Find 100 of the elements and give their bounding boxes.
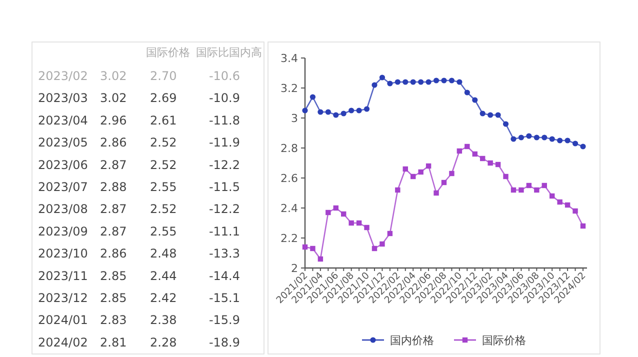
text: 2.70 — [150, 69, 177, 83]
y-tick-label: 2.6 — [280, 172, 298, 185]
y-tick-label: 2.4 — [280, 202, 298, 215]
y-tick-label: 2.2 — [280, 232, 298, 245]
point — [550, 193, 555, 199]
text: 2023/07 — [38, 180, 88, 194]
text: 2.83 — [100, 313, 127, 328]
point — [364, 224, 370, 230]
point — [356, 108, 362, 114]
text: 2.87 — [100, 158, 127, 172]
point — [333, 205, 338, 211]
point — [580, 223, 586, 229]
text: -11.1 — [208, 224, 240, 238]
point — [426, 163, 432, 169]
point — [488, 112, 494, 118]
text: 3.02 — [100, 91, 127, 106]
point — [456, 79, 462, 85]
text: -11.9 — [208, 136, 240, 150]
point — [448, 78, 455, 84]
text: -15.1 — [208, 291, 240, 305]
text: 2.28 — [150, 335, 177, 350]
text: 国际比国内高 — [196, 46, 262, 59]
point — [572, 208, 578, 214]
point — [518, 134, 524, 140]
y-tick-label: 2 — [291, 262, 298, 275]
point — [503, 174, 508, 180]
text: 2.86 — [100, 246, 127, 261]
point — [318, 256, 324, 262]
text: 2023/02 — [38, 69, 88, 83]
text: -14.4 — [208, 268, 240, 283]
text: 2.85 — [100, 291, 127, 305]
text: 2.55 — [150, 180, 177, 194]
point — [418, 79, 424, 85]
text: -18.9 — [208, 335, 240, 350]
point — [472, 151, 478, 157]
text: 2023/11 — [38, 268, 88, 283]
point — [518, 187, 524, 193]
point — [549, 136, 555, 142]
text: -11.8 — [208, 113, 240, 128]
point — [580, 144, 586, 150]
point — [434, 190, 439, 196]
point — [387, 80, 393, 86]
point — [572, 140, 578, 146]
text: 2.44 — [150, 268, 177, 283]
point — [564, 202, 570, 208]
point — [426, 79, 432, 85]
y-tick-label: 3.4 — [280, 52, 298, 65]
point — [333, 112, 339, 118]
y-tick-label: 3.2 — [280, 82, 298, 95]
point — [380, 241, 385, 247]
point — [302, 108, 308, 114]
text: 2023/05 — [38, 136, 88, 150]
point — [410, 174, 416, 180]
point — [410, 79, 416, 85]
text: 2023/03 — [38, 91, 88, 106]
text: 2.96 — [100, 113, 127, 128]
point — [502, 121, 509, 127]
point — [318, 109, 324, 115]
point — [441, 180, 447, 186]
point — [542, 182, 547, 188]
text: 2.42 — [150, 291, 177, 305]
point — [534, 134, 540, 140]
text: 2023/08 — [38, 202, 88, 216]
text: 2023/09 — [38, 224, 88, 238]
text: 2.52 — [150, 158, 177, 172]
point — [364, 106, 370, 112]
point — [340, 110, 346, 116]
text: 2023/04 — [38, 113, 88, 128]
point — [325, 109, 331, 115]
point — [480, 110, 486, 116]
point — [402, 166, 408, 172]
point — [456, 148, 462, 154]
text: 2.85 — [100, 268, 127, 283]
text: 2.69 — [150, 91, 177, 106]
point — [394, 79, 400, 85]
point — [472, 97, 478, 103]
point — [372, 82, 378, 88]
text: 2024/02 — [38, 335, 88, 350]
point — [464, 144, 470, 150]
text: 3.02 — [100, 69, 127, 83]
text: -11.5 — [208, 180, 240, 194]
text: -12.2 — [208, 202, 240, 216]
point — [310, 246, 316, 252]
text: 2.55 — [150, 224, 177, 238]
text: -10.6 — [208, 69, 240, 83]
legend-label: 国际价格 — [482, 334, 526, 347]
point — [557, 138, 563, 144]
text: 2.38 — [150, 313, 177, 328]
point — [510, 187, 516, 193]
point — [387, 230, 393, 236]
text: 2.52 — [150, 202, 177, 216]
point — [418, 169, 424, 175]
text: -10.9 — [208, 91, 240, 106]
y-tick-label: 3 — [291, 112, 298, 125]
point — [534, 187, 540, 193]
point — [557, 199, 562, 205]
text: 2.87 — [100, 202, 127, 216]
y-tick-label: 2.8 — [280, 142, 298, 155]
point — [433, 78, 440, 84]
point — [348, 220, 354, 226]
